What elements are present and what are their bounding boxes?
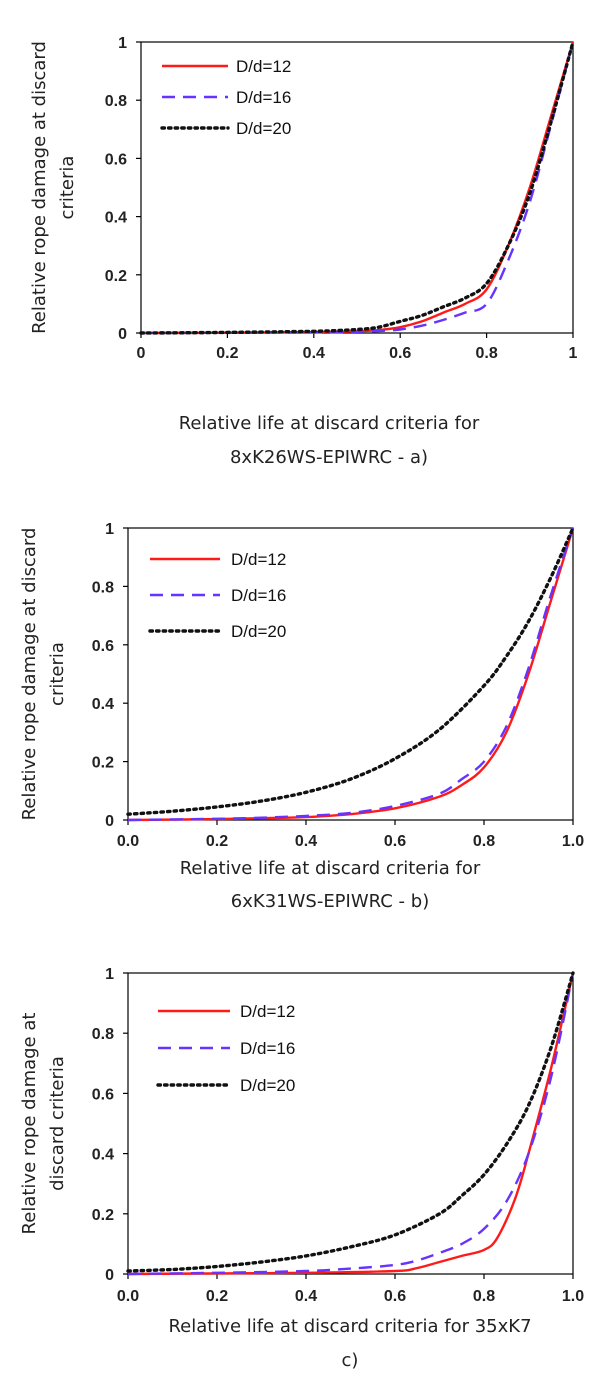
y-tick-label: 1 xyxy=(105,966,114,983)
y-tick-label: 0.4 xyxy=(92,696,114,713)
x-axis-title-line: Relative life at discard criteria for xyxy=(180,858,481,879)
y-tick-label: 0.2 xyxy=(92,1207,114,1224)
x-tick-label: 1.0 xyxy=(562,1288,584,1305)
y-axis-title-line: Relative rope damage at xyxy=(19,1013,40,1235)
legend-label: D/d=16 xyxy=(240,1039,295,1058)
y-tick-label: 0.4 xyxy=(105,210,127,227)
y-tick-label: 0 xyxy=(105,813,114,830)
x-axis-title-line: Relative life at discard criteria for xyxy=(179,413,480,434)
y-tick-label: 1 xyxy=(105,521,114,538)
series-line-d-d-16 xyxy=(140,41,575,335)
x-tick-label: 0.2 xyxy=(216,345,238,362)
legend-label: D/d=12 xyxy=(236,57,291,76)
x-tick-label: 0.8 xyxy=(473,833,495,850)
series-line-d-d-16 xyxy=(127,527,575,822)
y-axis-title-line: criteria xyxy=(47,642,68,706)
x-tick-label: 0.4 xyxy=(295,1288,317,1305)
series-line-d-d-16 xyxy=(127,972,575,1276)
legend-label: D/d=20 xyxy=(236,119,291,138)
y-tick-label: 0.6 xyxy=(92,638,114,655)
chart-panel-a: 0 0.2 0.4 0.6 0.8 1 0 0.2 0.4 0.6 0.8 1 D/d=12 D/d=16… xyxy=(0,0,595,470)
x-tick-label: 0.4 xyxy=(295,833,317,850)
plot-area-frame xyxy=(127,527,574,821)
series-line-d-d-20 xyxy=(139,40,575,335)
x-tick-label: 0.6 xyxy=(384,833,406,850)
chart-panel-c: 0.0 0.2 0.4 0.6 0.8 1.0 0 0.2 0.4 0.6 0.8 1 D/d=12 D/… xyxy=(0,925,595,1383)
y-tick-label: 0.6 xyxy=(105,151,127,168)
series-line-d-d-12 xyxy=(127,527,575,822)
x-axis-title-line: 6xK31WS-EPIWRC - b) xyxy=(231,891,429,910)
x-tick-label: 1 xyxy=(569,345,578,362)
y-axis-title: Relative rope damage at discard criteria xyxy=(19,528,68,821)
y-axis-title-line: discard criteria xyxy=(47,1056,68,1191)
plot-area-frame xyxy=(140,41,574,334)
x-axis-title-line: 8xK26WS-EPIWRC - a) xyxy=(230,447,428,468)
y-tick-label: 0.8 xyxy=(105,93,127,110)
chart-svg-b: 0.0 0.2 0.4 0.6 0.8 1.0 0 0.2 0.4 0.6 0.8 1 D/d=12 D/… xyxy=(19,521,584,910)
chart-svg-c: 0.0 0.2 0.4 0.6 0.8 1.0 0 0.2 0.4 0.6 0.8 1 D/d=12 D/… xyxy=(19,966,584,1371)
series-line-d-d-12 xyxy=(127,972,575,1276)
series-line-d-d-20 xyxy=(126,971,575,1273)
y-axis-title: Relative rope damage at discard criteria xyxy=(19,1013,68,1235)
legend-label: D/d=16 xyxy=(236,88,291,107)
legend-label: D/d=20 xyxy=(231,622,286,641)
y-tick-label: 0.4 xyxy=(92,1147,114,1164)
plot-area-frame xyxy=(127,972,574,1275)
x-tick-label: 0.8 xyxy=(475,345,497,362)
legend-label: D/d=12 xyxy=(231,550,286,569)
x-tick-label: 0.2 xyxy=(206,833,228,850)
y-tick-label: 0.2 xyxy=(92,755,114,772)
y-axis-title-line: Relative rope damage at discard xyxy=(29,41,50,334)
x-tick-label: 0 xyxy=(137,345,146,362)
legend-label: D/d=16 xyxy=(231,586,286,605)
x-axis-title-line: c) xyxy=(342,1350,359,1371)
series-line-d-d-12 xyxy=(140,41,575,335)
x-tick-label: 0.4 xyxy=(303,345,325,362)
x-tick-label: 0.8 xyxy=(473,1288,495,1305)
x-tick-label: 0.6 xyxy=(384,1288,406,1305)
x-tick-label: 0.0 xyxy=(117,1288,139,1305)
legend-label: D/d=20 xyxy=(240,1076,295,1095)
y-axis-title: Relative rope damage at discard criteria xyxy=(29,41,78,334)
x-tick-label: 0.0 xyxy=(117,833,139,850)
chart-panel-b: 0.0 0.2 0.4 0.6 0.8 1.0 0 0.2 0.4 0.6 0.8 1 D/d=12 D/… xyxy=(0,480,595,910)
x-tick-label: 1.0 xyxy=(562,833,584,850)
x-tick-label: 0.2 xyxy=(206,1288,228,1305)
y-tick-label: 1 xyxy=(118,35,127,52)
series-line-d-d-20 xyxy=(126,526,575,816)
y-tick-label: 0 xyxy=(118,326,127,343)
y-tick-label: 0 xyxy=(105,1267,114,1284)
x-axis-title-line: Relative life at discard criteria for 35… xyxy=(168,1316,531,1337)
legend-label: D/d=12 xyxy=(240,1002,295,1021)
x-tick-label: 0.6 xyxy=(389,345,411,362)
y-tick-label: 0.2 xyxy=(105,268,127,285)
y-axis-title-line: Relative rope damage at discard xyxy=(19,528,40,821)
y-tick-label: 0.8 xyxy=(92,1026,114,1043)
y-tick-label: 0.6 xyxy=(92,1086,114,1103)
y-axis-title-line: criteria xyxy=(57,156,78,220)
chart-svg-a: 0 0.2 0.4 0.6 0.8 1 0 0.2 0.4 0.6 0.8 1 D/d=12 D/d=16… xyxy=(29,35,578,468)
y-tick-label: 0.8 xyxy=(92,579,114,596)
